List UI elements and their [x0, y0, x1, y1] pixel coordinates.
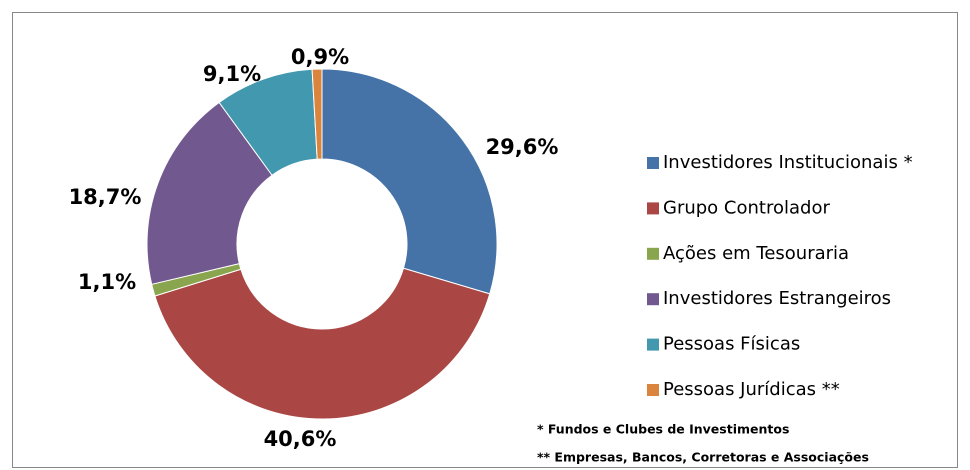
data-label: 29,6% [486, 135, 559, 159]
donut-slice [321, 68, 498, 295]
legend-label: Investidores Estrangeiros [663, 288, 891, 309]
footnote: ** Empresas, Bancos, Corretoras e Associ… [537, 450, 869, 465]
donut-slice [146, 101, 273, 285]
legend-label: Investidores Institucionais * [663, 152, 913, 173]
data-label: 1,1% [78, 270, 136, 294]
legend-swatch [647, 338, 659, 351]
legend-swatch [647, 247, 659, 260]
legend-swatch [647, 157, 659, 169]
data-label: 0,9% [291, 45, 349, 69]
legend-label: Pessoas Jurídicas ** [663, 379, 840, 400]
legend-swatch [647, 384, 659, 396]
footnote: * Fundos e Clubes de Investimentos [537, 422, 789, 437]
donut-slice [154, 267, 491, 420]
legend-label: Ações em Tesouraria [663, 243, 849, 264]
legend-swatch [647, 202, 659, 215]
donut-slice [311, 68, 323, 160]
legend-label: Pessoas Físicas [663, 334, 800, 355]
legend-label: Grupo Controlador [663, 197, 830, 218]
legend-swatch [647, 293, 659, 306]
data-label: 40,6% [264, 427, 337, 451]
data-label: 9,1% [203, 62, 261, 86]
data-label: 18,7% [69, 185, 142, 209]
